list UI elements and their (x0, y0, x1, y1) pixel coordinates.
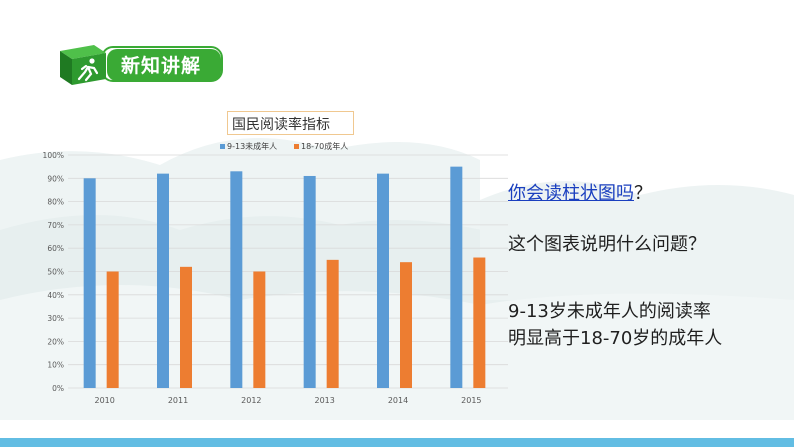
y-tick-label: 40% (47, 291, 64, 300)
y-tick-label: 50% (47, 268, 64, 277)
y-tick-label: 70% (47, 221, 64, 230)
y-tick-label: 20% (47, 337, 64, 346)
x-tick-label: 2010 (94, 396, 114, 405)
chart-title: 国民阅读率指标 (232, 117, 330, 133)
answer-line-1: 9-13岁未成年人的阅读率 (508, 301, 711, 322)
y-tick-label: 100% (43, 151, 64, 160)
bar-adults (400, 262, 412, 388)
bar-adults (106, 271, 119, 388)
x-tick-label: 2011 (168, 396, 188, 405)
question-mark: ？ (634, 183, 652, 204)
bar-adults (473, 257, 486, 388)
answer-text: 9-13岁未成年人的阅读率 明显高于18-70岁的成年人 (508, 298, 722, 352)
y-tick-label: 60% (47, 244, 64, 253)
question-1: 你会读柱状图吗？ (508, 179, 652, 205)
y-tick-label: 30% (47, 314, 64, 323)
bar-minors (83, 178, 96, 388)
legend-label: 9-13未成年人 (227, 141, 277, 151)
legend-swatch (294, 144, 299, 149)
y-tick-label: 90% (47, 174, 64, 183)
section-title: 新知讲解 (121, 55, 202, 77)
x-tick-label: 2013 (314, 396, 334, 405)
answer-line-2: 明显高于18-70岁的成年人 (508, 328, 723, 349)
x-tick-label: 2014 (388, 396, 408, 405)
legend-swatch (220, 144, 225, 149)
running-person-cube-icon (60, 45, 106, 85)
bar-adults (180, 266, 192, 388)
x-tick-label: 2015 (461, 396, 481, 405)
y-tick-label: 0% (52, 384, 64, 393)
bar-adults (253, 271, 266, 388)
bottom-accent-bar (0, 438, 794, 447)
bar-minors (157, 173, 169, 388)
question-2: 这个图表说明什么问题？ (508, 234, 706, 255)
chart-reading-link[interactable]: 你会读柱状图吗 (508, 183, 634, 204)
legend-label: 18-70成年人 (301, 141, 348, 151)
y-tick-label: 80% (47, 198, 64, 207)
bar-minors (230, 171, 243, 388)
bar-minors (377, 173, 389, 388)
y-tick-label: 10% (47, 361, 64, 370)
section-header-badge (60, 45, 223, 85)
bar-minors (450, 166, 463, 388)
bar-adults (326, 259, 339, 388)
x-tick-label: 2012 (241, 396, 261, 405)
chart-title-box (227, 111, 354, 135)
bar-minors (303, 175, 316, 388)
